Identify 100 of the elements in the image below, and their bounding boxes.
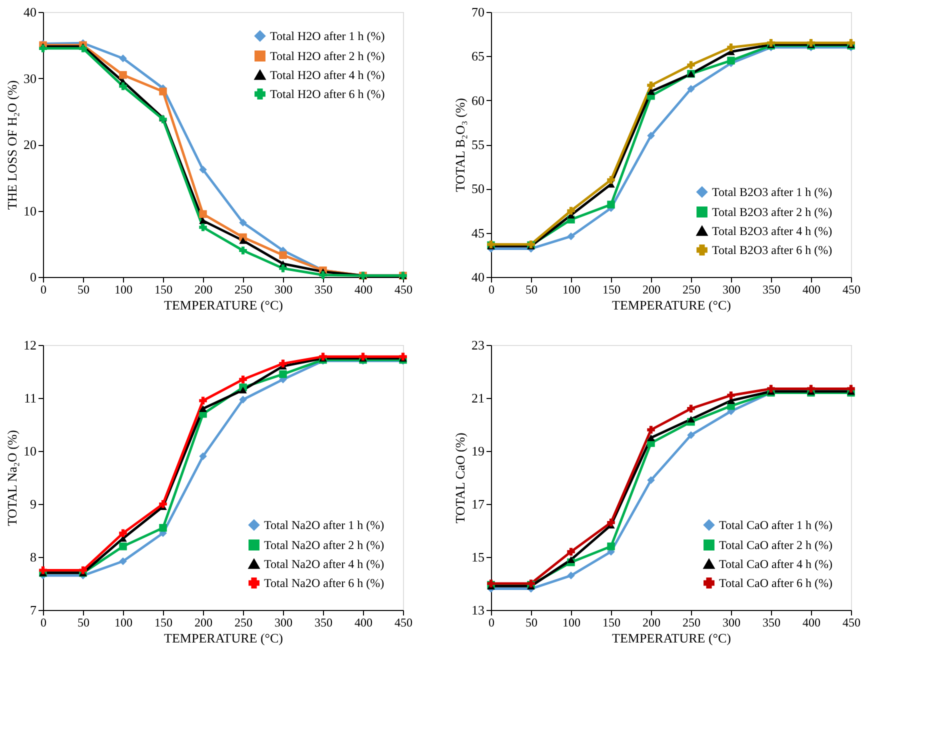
y-tick-label: 19 <box>472 444 484 458</box>
legend-label: Total Na2O after 2 h (%) <box>264 538 384 552</box>
point <box>807 384 815 393</box>
y-tick-label: 20 <box>24 137 36 152</box>
point <box>239 237 247 244</box>
x-tick-label: 350 <box>314 616 332 630</box>
y-tick-label: 70 <box>472 4 484 20</box>
point <box>199 452 207 460</box>
x-tick-label: 250 <box>682 616 700 630</box>
point <box>727 56 735 64</box>
legend-label: Total H2O after 4 h (%) <box>270 68 385 82</box>
point <box>119 557 127 566</box>
y-axis-title: THE LOSS OF H₂O (%) <box>4 80 20 210</box>
point <box>119 71 127 79</box>
x-tick-label: 50 <box>78 282 90 296</box>
x-axis-title: TEMPERATURE (°C) <box>164 630 283 646</box>
point <box>687 404 695 412</box>
x-tick-label: 200 <box>642 616 660 630</box>
point <box>199 217 207 224</box>
point <box>239 218 247 227</box>
point <box>279 370 287 378</box>
y-tick-label: 7 <box>30 602 37 618</box>
x-tick-label: 450 <box>842 282 860 296</box>
x-axis-title: TEMPERATURE (°C) <box>612 298 731 312</box>
x-tick-label: 200 <box>642 282 660 296</box>
y-tick-label: 11 <box>24 390 36 406</box>
x-tick-label: 350 <box>314 282 332 296</box>
legend-label: Total H2O after 2 h (%) <box>270 49 385 63</box>
point <box>647 426 655 434</box>
point <box>119 542 127 550</box>
point <box>199 166 207 174</box>
x-tick-label: 300 <box>722 282 740 296</box>
point <box>647 434 655 442</box>
point <box>567 548 575 556</box>
legend-label: Total Na2O after 6 h (%) <box>264 576 384 590</box>
legend-label: Total CaO after 1 h (%) <box>719 518 832 532</box>
point <box>647 476 655 484</box>
point <box>567 206 575 215</box>
y-tick-label: 40 <box>472 270 484 284</box>
point <box>567 232 575 240</box>
x-axis-title: TEMPERATURE (°C) <box>612 630 731 646</box>
point <box>39 566 47 574</box>
legend-label: Total CaO after 2 h (%) <box>719 538 832 552</box>
x-tick-label: 100 <box>114 616 132 630</box>
point <box>727 391 735 400</box>
legend-label: Total B2O3 after 4 h (%) <box>712 224 832 238</box>
y-tick-label: 45 <box>472 225 484 240</box>
point <box>647 88 655 95</box>
y-tick-label: 65 <box>472 48 484 64</box>
y-tick-label: 50 <box>472 181 484 196</box>
point <box>279 251 287 260</box>
legend-label: Total CaO after 6 h (%) <box>719 576 832 590</box>
x-tick-label: 400 <box>354 282 372 296</box>
point <box>119 529 127 538</box>
y-tick-label: 12 <box>24 338 36 352</box>
legend-label: Total Na2O after 1 h (%) <box>264 518 384 532</box>
x-tick-label: 0 <box>488 616 494 630</box>
y-tick-label: 17 <box>472 496 485 512</box>
point <box>647 132 655 140</box>
point <box>607 518 615 526</box>
x-tick-label: 300 <box>722 616 740 630</box>
point <box>239 376 247 384</box>
x-tick-label: 300 <box>274 282 292 296</box>
point <box>687 84 695 93</box>
point <box>847 384 855 393</box>
x-tick-label: 250 <box>234 616 252 630</box>
point <box>199 223 207 232</box>
point <box>767 384 775 393</box>
legend-label: Total CaO after 4 h (%) <box>719 557 832 571</box>
point <box>279 360 287 368</box>
x-tick-label: 450 <box>842 616 860 630</box>
x-tick-label: 150 <box>602 616 620 630</box>
point <box>159 524 167 532</box>
x-tick-label: 50 <box>526 282 538 296</box>
x-tick-label: 150 <box>154 616 172 630</box>
point <box>727 43 735 52</box>
point <box>119 54 127 62</box>
x-tick-label: 250 <box>234 282 252 296</box>
point <box>79 44 87 52</box>
x-tick-label: 200 <box>194 616 212 630</box>
point <box>199 210 207 218</box>
point <box>687 61 695 69</box>
y-tick-label: 30 <box>24 70 36 86</box>
y-tick-label: 10 <box>24 444 36 458</box>
point <box>39 44 47 52</box>
point <box>607 200 615 208</box>
point <box>119 82 127 90</box>
y-tick-label: 13 <box>472 602 484 618</box>
x-tick-label: 0 <box>40 282 46 296</box>
point <box>199 405 207 412</box>
x-tick-label: 350 <box>762 616 780 630</box>
x-tick-label: 0 <box>488 282 494 296</box>
y-axis-title: TOTAL CaO (%) <box>452 432 468 524</box>
y-tick-label: 10 <box>24 203 36 218</box>
x-tick-label: 300 <box>274 616 292 630</box>
point <box>239 246 247 254</box>
point <box>687 416 695 423</box>
x-tick-label: 400 <box>802 282 820 296</box>
legend-label: Total H2O after 1 h (%) <box>270 29 385 43</box>
point <box>199 396 207 405</box>
